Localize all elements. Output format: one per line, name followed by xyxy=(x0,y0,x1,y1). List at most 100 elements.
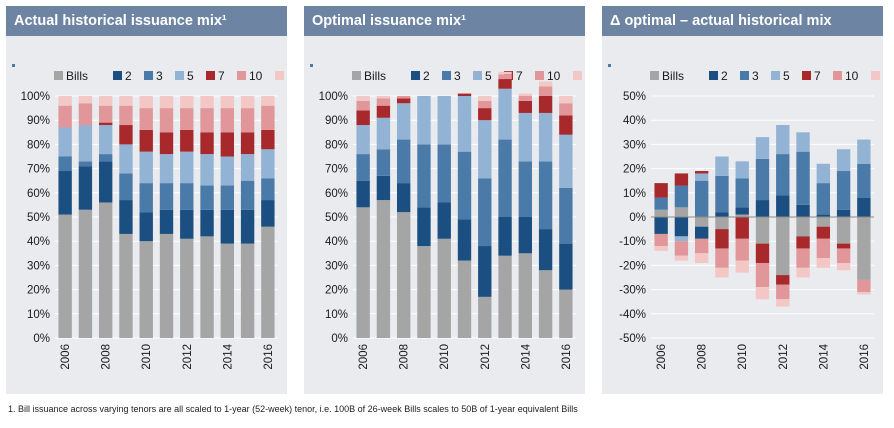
bar-segment-10-2011 xyxy=(159,108,174,133)
bar-segment-2-2011 xyxy=(457,219,472,261)
bar-segment-3-2010 xyxy=(437,144,451,203)
bar-segment-2-2016 xyxy=(261,200,275,227)
legend-marker xyxy=(608,64,611,67)
bar-segment-Bills-2009 xyxy=(119,233,133,338)
bar-segment-30-2016 xyxy=(261,96,275,106)
bar-segment-30-2015 xyxy=(538,81,553,87)
legend-label-10: 10 xyxy=(249,69,263,83)
legend-swatch-2 xyxy=(411,71,420,80)
x-tick-label: 2014 xyxy=(520,343,532,369)
bar-segment-7-2009 xyxy=(715,229,729,249)
bar-segment-10-2008 xyxy=(396,96,411,99)
bar-segment-3-2012 xyxy=(180,183,194,210)
bar-segment-30-2012 xyxy=(776,299,790,307)
bar-segment-3-2014 xyxy=(816,183,831,215)
bar-segment-2-2012 xyxy=(478,246,492,297)
bar-segment-30-2013 xyxy=(796,267,810,278)
bar-segment-Bills-2014 xyxy=(816,217,831,227)
legend-swatch-3 xyxy=(740,71,749,80)
bar-segment-30-2009 xyxy=(715,267,729,278)
bar-segment-3-2011 xyxy=(457,151,472,220)
legend-swatch-3 xyxy=(144,71,153,80)
bar-segment-30-2009 xyxy=(119,96,133,106)
bar-segment-3-2012 xyxy=(776,154,790,196)
bar-segment-5-2014 xyxy=(220,156,235,186)
x-tick-label: 2008 xyxy=(399,344,411,370)
bar-segment-10-2006 xyxy=(654,233,668,247)
bar-segment-3-2009 xyxy=(119,173,133,201)
bar-segment-5-2016 xyxy=(261,149,275,179)
bar-segment-7-2015 xyxy=(240,132,255,155)
legend-label-2: 2 xyxy=(423,69,430,83)
chart-title-optimal: Optimal issuance mix¹ xyxy=(304,6,585,36)
bar-segment-2-2008 xyxy=(98,161,113,203)
bar-segment-Bills-2009 xyxy=(417,246,431,338)
bar-segment-10-2007 xyxy=(376,98,391,106)
bar-segment-5-2016 xyxy=(559,134,573,188)
y-tick-label: 100% xyxy=(319,91,348,103)
x-tick-label: 2012 xyxy=(778,344,790,370)
bar-segment-7-2015 xyxy=(538,96,553,113)
bar-segment-10-2016 xyxy=(261,105,275,130)
legend-label-7: 7 xyxy=(516,69,523,83)
bar-segment-5-2010 xyxy=(139,151,153,184)
x-tick-label: 2014 xyxy=(222,343,234,369)
bar-segment-10-2015 xyxy=(240,108,255,133)
bar-segment-10-2016 xyxy=(857,279,871,293)
x-tick-label: 2010 xyxy=(141,344,153,370)
legend-swatch-Bills xyxy=(54,71,63,80)
legend-label-5: 5 xyxy=(485,69,492,83)
legend-label-Bills: Bills xyxy=(364,69,386,83)
bar-segment-3-2008 xyxy=(98,154,113,162)
bar-segment-5-2012 xyxy=(776,125,790,155)
bar-segment-Bills-2008 xyxy=(694,217,709,227)
bar-segment-5-2011 xyxy=(755,137,770,159)
bar-segment-Bills-2014 xyxy=(220,243,235,338)
bar-segment-Bills-2010 xyxy=(139,241,153,338)
bar-segment-10-2008 xyxy=(98,105,113,123)
chart-optimal: Bills235710300%10%20%30%40%50%60%70%80%9… xyxy=(310,64,582,370)
bar-segment-2-2010 xyxy=(139,212,153,242)
bar-segment-10-2014 xyxy=(220,108,235,133)
bar-segment-Bills-2012 xyxy=(180,238,194,338)
bar-segment-10-2012 xyxy=(478,100,492,109)
bar-segment-Bills-2009 xyxy=(715,217,729,230)
bar-segment-30-2013 xyxy=(498,71,512,75)
legend-swatch-2 xyxy=(113,71,122,80)
bar-segment-30-2016 xyxy=(857,292,871,295)
y-tick-label: 90% xyxy=(27,115,50,127)
bar-segment-3-2013 xyxy=(200,185,214,210)
bar-segment-2-2010 xyxy=(735,207,749,215)
bar-segment-30-2011 xyxy=(755,287,770,300)
bar-segment-10-2011 xyxy=(755,262,770,288)
x-tick-label: 2016 xyxy=(561,344,573,370)
bar-segment-10-2009 xyxy=(715,248,729,268)
bar-segment-30-2015 xyxy=(836,262,851,271)
bar-segment-7-2006 xyxy=(654,183,668,198)
bar-segment-Bills-2008 xyxy=(98,202,113,338)
bar-segment-3-2010 xyxy=(735,178,749,208)
bar-segment-3-2016 xyxy=(261,178,275,201)
legend-label-2: 2 xyxy=(721,69,728,83)
bar-segment-10-2007 xyxy=(674,241,689,256)
bar-segment-3-2010 xyxy=(139,183,153,213)
bar-segment-Bills-2013 xyxy=(796,217,810,237)
chart-title-actual: Actual historical issuance mix¹ xyxy=(6,6,287,36)
bar-segment-3-2012 xyxy=(478,178,492,247)
bar-segment-7-2010 xyxy=(139,129,153,152)
legend-swatch-30 xyxy=(573,71,582,80)
bar-segment-2-2006 xyxy=(356,180,370,208)
legend-swatch-30 xyxy=(871,71,880,80)
bar-segment-7-2016 xyxy=(261,129,275,150)
bar-segment-Bills-2015 xyxy=(836,217,851,244)
bar-segment-2-2012 xyxy=(180,209,194,239)
legend-swatch-5 xyxy=(473,71,482,80)
legend-label-2: 2 xyxy=(125,69,132,83)
bar-segment-30-2014 xyxy=(816,258,831,268)
bar-segment-Bills-2010 xyxy=(437,238,451,338)
legend-label-3: 3 xyxy=(454,69,461,83)
bar-segment-3-2016 xyxy=(559,187,573,244)
bar-segment-2-2007 xyxy=(78,166,93,210)
y-tick-label: -40% xyxy=(619,309,646,321)
bar-segment-2-2014 xyxy=(816,214,831,217)
